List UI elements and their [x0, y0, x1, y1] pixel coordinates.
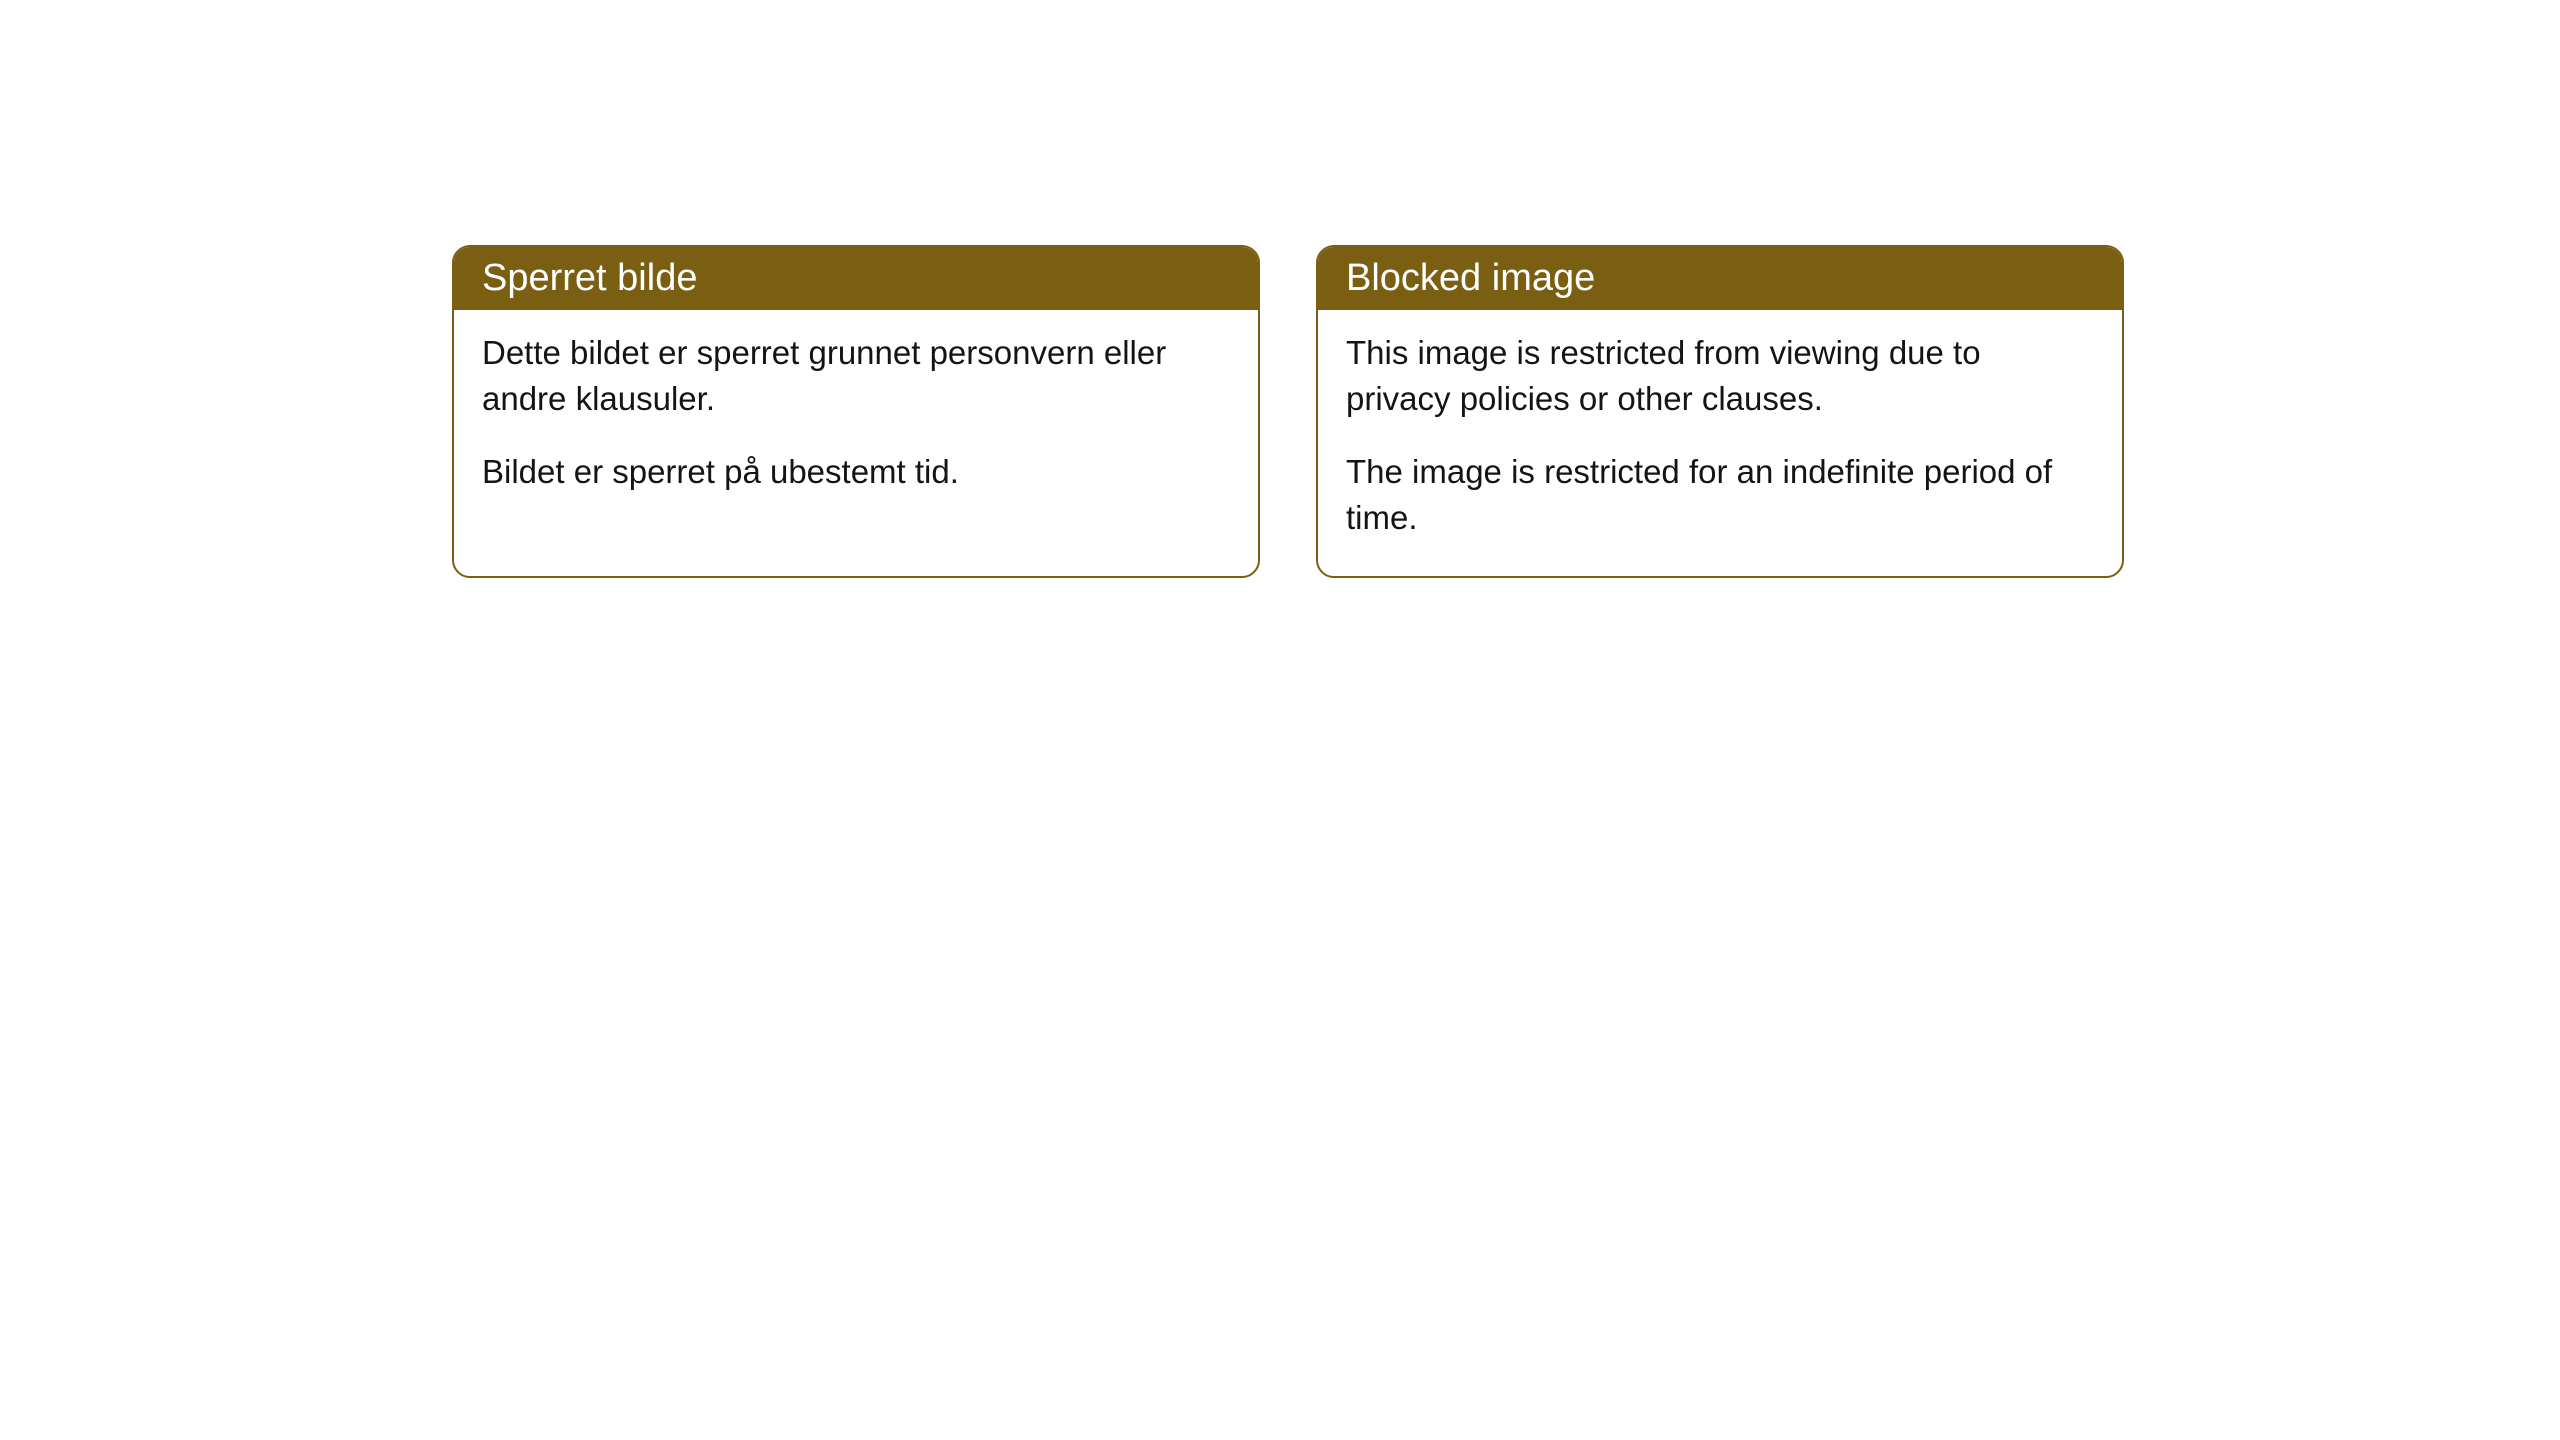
blocked-image-card-english: Blocked image This image is restricted f… [1316, 245, 2124, 578]
notice-cards-container: Sperret bilde Dette bildet er sperret gr… [452, 245, 2124, 578]
card-header: Blocked image [1318, 247, 2122, 310]
card-title: Blocked image [1346, 257, 1595, 299]
card-paragraph: The image is restricted for an indefinit… [1346, 449, 2094, 540]
card-title: Sperret bilde [482, 257, 697, 299]
card-paragraph: Dette bildet er sperret grunnet personve… [482, 330, 1230, 421]
card-body: This image is restricted from viewing du… [1318, 310, 2122, 576]
card-paragraph: Bildet er sperret på ubestemt tid. [482, 449, 1230, 495]
card-paragraph: This image is restricted from viewing du… [1346, 330, 2094, 421]
card-body: Dette bildet er sperret grunnet personve… [454, 310, 1258, 531]
blocked-image-card-norwegian: Sperret bilde Dette bildet er sperret gr… [452, 245, 1260, 578]
card-header: Sperret bilde [454, 247, 1258, 310]
